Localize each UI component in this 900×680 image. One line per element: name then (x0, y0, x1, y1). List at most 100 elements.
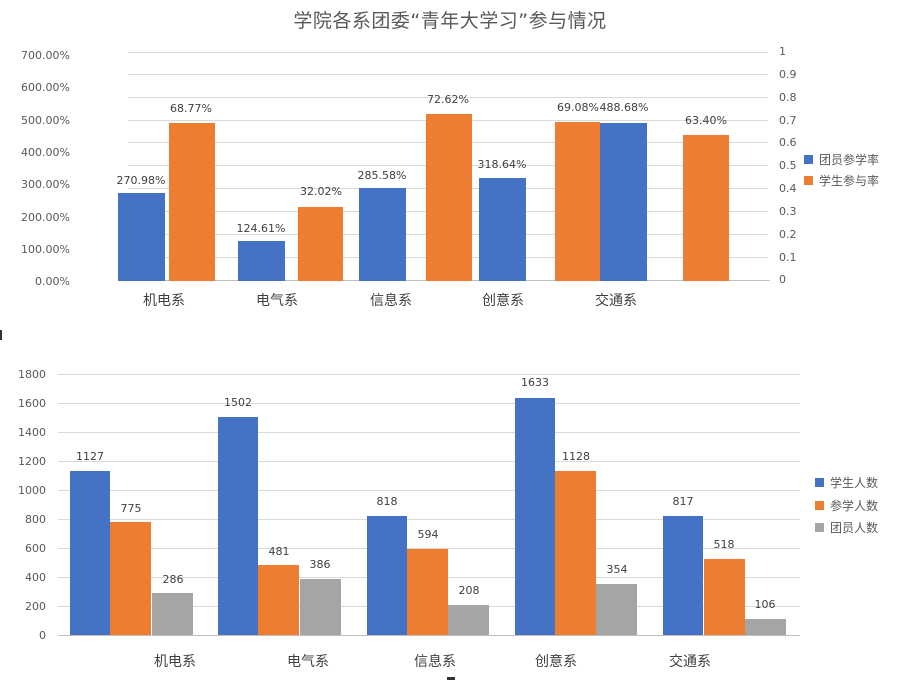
bar-students-xinxi[interactable] (367, 516, 407, 635)
left-axis-tick: 300.00% (21, 178, 70, 191)
bar-participants-jiaotong[interactable] (704, 559, 745, 635)
y-axis-tick: 1000 (18, 484, 46, 497)
y-axis-tick: 400 (25, 571, 46, 584)
legend-item-members[interactable]: 团员人数 (815, 519, 878, 536)
bar-student-rate-dianqi[interactable] (298, 207, 343, 281)
left-axis-tick: 100.00% (21, 243, 70, 256)
bar-participants-chuangyi[interactable] (555, 471, 596, 635)
bar-members-chuangyi[interactable] (596, 584, 637, 635)
gridline (128, 52, 768, 53)
gridline (128, 97, 768, 98)
bar-label: 208 (458, 584, 480, 597)
legend-swatch-icon (815, 501, 824, 510)
bar-members-jiaotong[interactable] (745, 619, 786, 635)
bar-participants-jidian[interactable] (110, 522, 151, 635)
right-axis-tick: 0.2 (779, 228, 797, 241)
gridline (58, 519, 800, 520)
bar-label: 594 (417, 528, 439, 541)
y-axis-tick: 200 (25, 600, 46, 613)
legend-swatch-icon (804, 176, 813, 185)
y-axis-tick: 0 (39, 629, 46, 642)
bar-member-rate-chuangyi[interactable] (479, 178, 526, 281)
bar-students-jiaotong[interactable] (663, 516, 703, 635)
legend-item-participants[interactable]: 参学人数 (815, 497, 878, 514)
gridline (58, 461, 800, 462)
bar-student-rate-extra[interactable] (683, 135, 729, 281)
gridline (58, 403, 800, 404)
gridline (58, 548, 800, 549)
right-axis-tick: 0.8 (779, 91, 797, 104)
right-axis-tick: 0.1 (779, 251, 797, 264)
bar-member-rate-xinxi[interactable] (359, 188, 406, 281)
x-axis-label: 机电系 (154, 654, 196, 670)
bar-member-rate-jidian[interactable] (118, 193, 165, 281)
right-axis-tick: 0.5 (779, 159, 797, 172)
x-axis-label: 交通系 (595, 293, 637, 309)
bar-label: 1128 (562, 450, 590, 463)
legend-label: 学生参与率 (819, 174, 880, 188)
left-axis-tick: 400.00% (21, 146, 70, 159)
legend-item-student-rate[interactable]: 学生参与率 (804, 172, 879, 189)
right-axis-tick: 0 (779, 273, 786, 286)
legend-item-students[interactable]: 学生人数 (815, 474, 878, 491)
bar-label: 285.58% (357, 169, 407, 182)
legend-label: 参学人数 (830, 499, 879, 513)
legend-swatch-icon (815, 523, 824, 532)
y-axis-tick: 1800 (18, 368, 46, 381)
bar-students-dianqi[interactable] (218, 417, 258, 635)
bar-label: 68.77% (170, 102, 212, 115)
bar-student-rate-xinxi[interactable] (426, 114, 472, 281)
y-axis-tick: 600 (25, 542, 46, 555)
bar-label: 354 (606, 563, 628, 576)
bar-label: 1633 (521, 376, 549, 389)
x-axis-line (58, 635, 800, 636)
y-axis-tick: 1200 (18, 455, 46, 468)
left-axis-tick: 200.00% (21, 211, 70, 224)
x-axis-label: 机电系 (143, 293, 185, 309)
right-axis-tick: 0.4 (779, 182, 797, 195)
gridline (58, 490, 800, 491)
bar-label: 124.61% (236, 222, 286, 235)
x-axis-label: 交通系 (669, 654, 711, 670)
bar-members-dianqi[interactable] (300, 579, 341, 635)
bar-label: 72.62% (427, 93, 469, 106)
right-axis-tick: 0.6 (779, 136, 797, 149)
right-axis-tick: 0.7 (779, 114, 797, 127)
x-axis-label: 信息系 (370, 293, 412, 309)
bar-member-rate-jiaotong[interactable] (600, 123, 647, 281)
gridline (58, 432, 800, 433)
bar-students-chuangyi[interactable] (515, 398, 555, 635)
legend-swatch-icon (815, 478, 824, 487)
edge-mark (447, 677, 455, 680)
x-axis-label: 电气系 (256, 293, 298, 309)
bar-label: 270.98% (116, 174, 166, 187)
bar-label: 318.64% (477, 158, 527, 171)
bar-label: 481 (268, 545, 290, 558)
right-axis-tick: 1 (779, 45, 786, 58)
x-axis-label: 创意系 (535, 654, 577, 670)
bar-label: 386 (309, 558, 331, 571)
legend-item-member-rate[interactable]: 团员参学率 (804, 151, 879, 168)
legend-label: 团员人数 (830, 521, 879, 535)
left-axis-tick: 600.00% (21, 81, 70, 94)
bar-participants-dianqi[interactable] (258, 565, 299, 635)
legend-swatch-icon (804, 155, 813, 164)
legend-label: 团员参学率 (819, 153, 880, 167)
bar-participants-xinxi[interactable] (407, 549, 448, 635)
bar-student-rate-jidian[interactable] (169, 123, 215, 281)
left-axis-tick: 0.00% (35, 275, 70, 288)
x-axis-label: 信息系 (414, 654, 456, 670)
bar-member-rate-dianqi[interactable] (238, 241, 285, 281)
bar-label: 817 (672, 495, 694, 508)
y-axis-tick: 1600 (18, 397, 46, 410)
bar-label: 69.08% (557, 101, 599, 114)
gridline (128, 74, 768, 75)
edge-mark (0, 330, 2, 340)
bar-members-xinxi[interactable] (448, 605, 489, 635)
bar-members-jidian[interactable] (152, 593, 193, 635)
right-axis-tick: 0.3 (779, 205, 797, 218)
bar-label: 775 (120, 502, 142, 515)
bar-students-jidian[interactable] (70, 471, 110, 635)
bar-student-rate-jiaotong[interactable] (555, 122, 600, 281)
bar-label: 1502 (224, 396, 252, 409)
